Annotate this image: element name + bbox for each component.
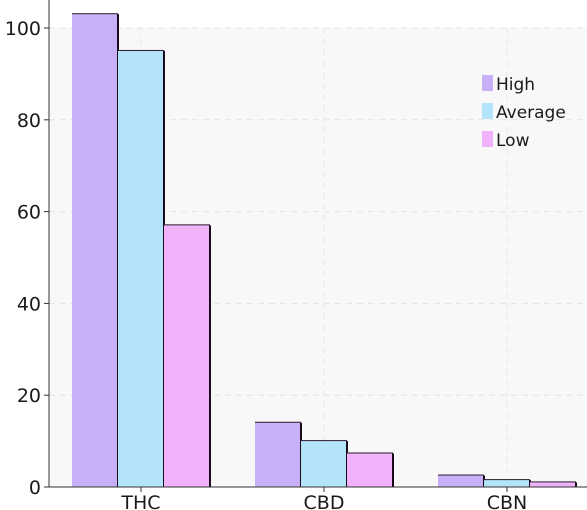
x-ticks: THC CBD CBN	[120, 487, 527, 510]
bar-thc-high	[72, 14, 117, 487]
bar-cbn-low	[530, 482, 575, 487]
y-ticks: 0 20 40 60 80 100	[5, 18, 49, 499]
bars	[72, 13, 577, 487]
bar-top-edge	[72, 13, 118, 15]
legend-swatch-high	[482, 75, 493, 91]
bar-top-edge	[347, 452, 393, 454]
legend-label-high: High	[496, 75, 535, 95]
y-tick-label: 80	[17, 110, 41, 132]
bar-shadow	[209, 225, 211, 487]
bar-thc-average	[118, 50, 163, 487]
x-tick-label: CBD	[304, 492, 345, 510]
bar-top-edge	[438, 474, 484, 477]
bar-thc-low	[164, 225, 209, 487]
axes	[48, 0, 587, 488]
bar-cbn-average	[484, 480, 529, 487]
y-tick-label: 0	[29, 477, 41, 499]
bar-shadow	[575, 482, 577, 487]
bar-cbd-high	[255, 422, 300, 487]
bar-top-edge	[484, 479, 530, 481]
legend-label-low: Low	[496, 131, 530, 151]
legend: High Average Low	[482, 75, 566, 151]
y-tick-label: 40	[17, 293, 41, 315]
x-tick-label: CBN	[487, 492, 528, 510]
bar-top-edge	[530, 481, 576, 483]
bar-top-edge	[301, 440, 347, 442]
bar-top-edge	[164, 224, 210, 226]
bar-cbd-low	[347, 453, 392, 487]
bar-top-edge	[118, 49, 164, 52]
y-tick-label: 100	[5, 18, 41, 40]
x-tick-label: THC	[120, 492, 160, 510]
legend-swatch-low	[482, 131, 493, 147]
bar-shadow	[392, 453, 394, 487]
bar-top-edge	[255, 421, 301, 424]
bar-cbd-average	[301, 441, 346, 487]
y-tick-label: 20	[17, 385, 41, 407]
legend-label-average: Average	[496, 103, 566, 123]
bar-cbn-high	[438, 475, 483, 487]
y-tick-label: 60	[17, 202, 41, 224]
legend-swatch-average	[482, 103, 493, 119]
